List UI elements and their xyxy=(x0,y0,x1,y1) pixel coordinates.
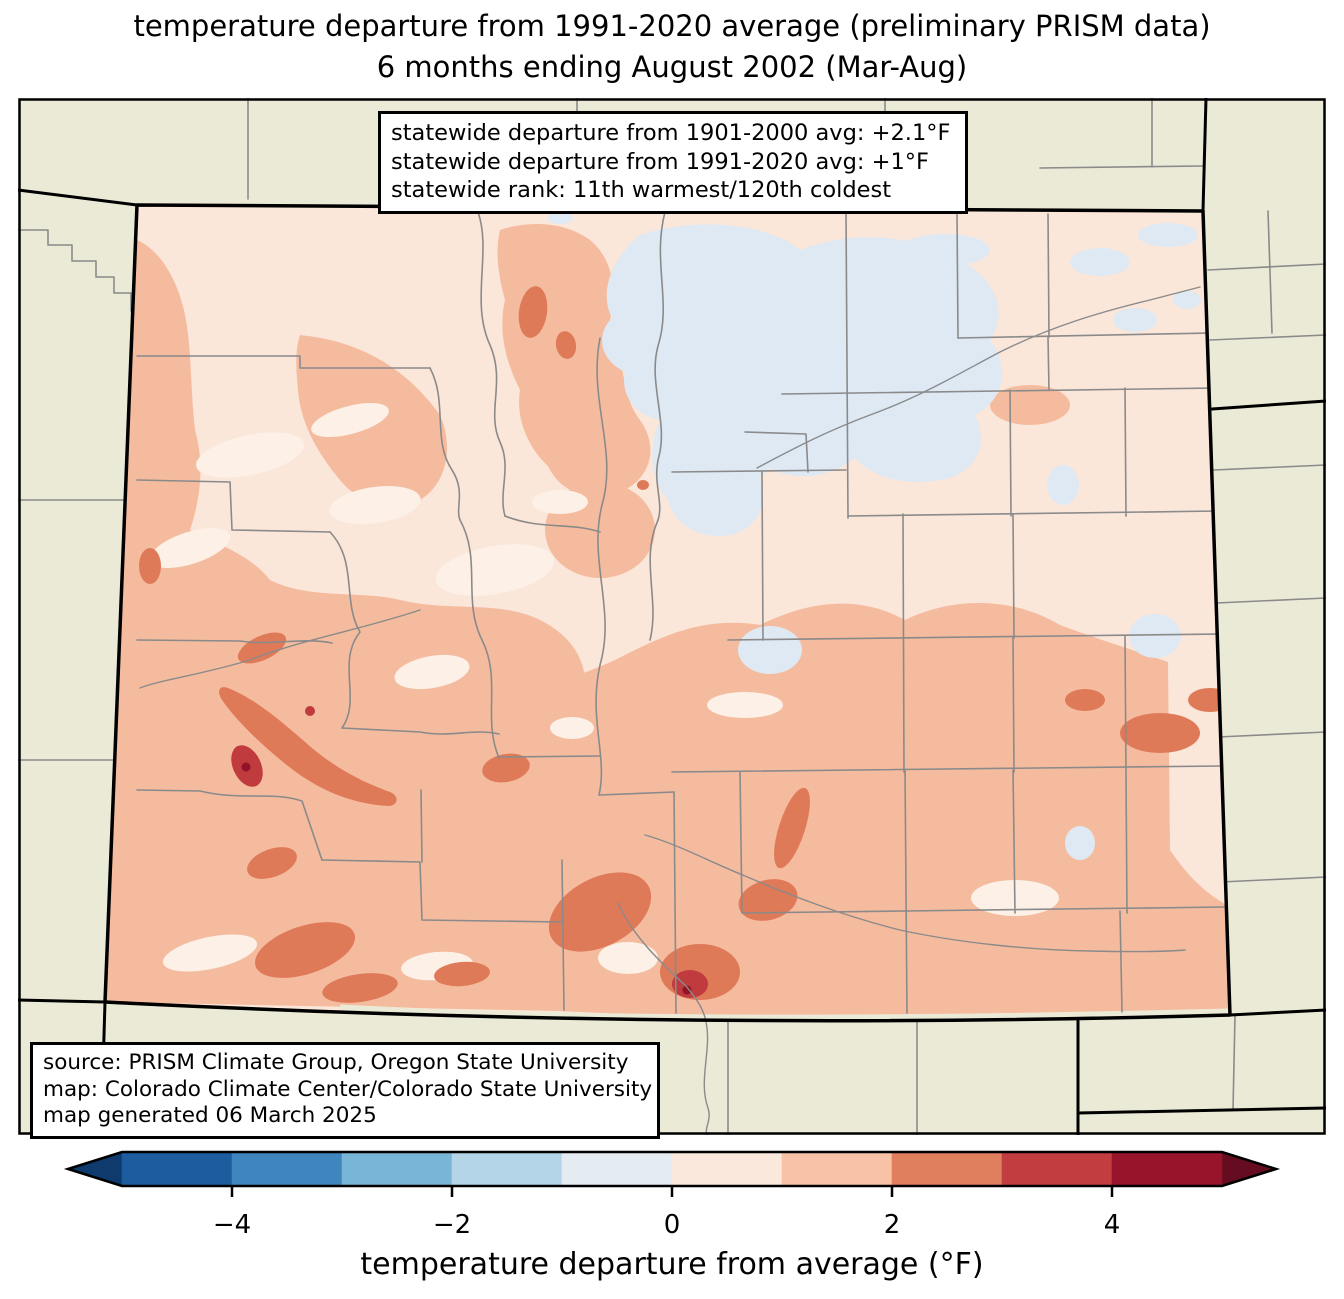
rio-grande-river-nm xyxy=(703,1021,710,1135)
colorbar-over-arrow xyxy=(1222,1152,1276,1186)
neighbor-state-borders xyxy=(18,98,1326,1135)
colorado-river xyxy=(139,609,421,689)
arkansas-river xyxy=(644,834,1186,953)
colorado-fill-layers xyxy=(105,205,1230,1021)
colorbar-tick-labels: −4 −2 0 2 4 xyxy=(213,1210,1120,1240)
colorbar-segment xyxy=(891,1152,1003,1186)
title-line-1: temperature departure from 1991-2020 ave… xyxy=(133,9,1211,43)
anomaly-bin-2-3-blobs xyxy=(139,286,1230,1003)
stats-line-1: statewide departure from 1901-2000 avg: … xyxy=(391,120,951,146)
source-attribution-box: source: PRISM Climate Group, Oregon Stat… xyxy=(30,1042,660,1139)
source-line-1: source: PRISM Climate Group, Oregon Stat… xyxy=(43,1050,629,1075)
source-line-2: map: Colorado Climate Center/Colorado St… xyxy=(43,1076,653,1102)
colorbar-tick-label: 0 xyxy=(664,1210,681,1240)
colorbar-segment xyxy=(1001,1152,1113,1186)
colorbar-tick-label: −4 xyxy=(213,1210,251,1240)
rio-grande-river xyxy=(617,902,707,1021)
colorbar-tick-label: −2 xyxy=(433,1210,471,1240)
colorbar-segment xyxy=(1111,1152,1223,1186)
colorado-state-border xyxy=(103,203,1232,1023)
colorbar-segment xyxy=(231,1152,343,1186)
colorbar-segment xyxy=(561,1152,673,1186)
south-border-beige-strip xyxy=(339,1004,1229,1021)
south-platte-river xyxy=(756,286,1201,469)
colorbar: −4 −2 0 2 4 temperature departure from avera… xyxy=(63,1150,1281,1282)
colorbar-segment xyxy=(781,1152,893,1186)
colorbar-segments xyxy=(121,1152,1223,1186)
statewide-stats-box: statewide departure from 1901-2000 avg: … xyxy=(378,111,968,214)
colorbar-segment xyxy=(451,1152,563,1186)
title-line-2: 6 months ending August 2002 (Mar-Aug) xyxy=(376,50,968,84)
colorbar-outline xyxy=(63,1150,1281,1188)
stats-line-3: statewide rank: 11th warmest/120th colde… xyxy=(391,177,892,203)
colorbar-axis-label: temperature departure from average (°F) xyxy=(360,1247,983,1282)
stats-line-2: statewide departure from 1991-2020 avg: … xyxy=(391,148,929,175)
figure-title: temperature departure from 1991-2020 ave… xyxy=(0,6,1344,88)
colorbar-segment xyxy=(671,1152,783,1186)
colorbar-under-arrow xyxy=(68,1152,122,1186)
colorbar-tick-label: 2 xyxy=(884,1210,901,1240)
map-panel xyxy=(18,98,1326,1135)
colorbar-tick-label: 4 xyxy=(1104,1210,1121,1240)
colorbar-segment xyxy=(121,1152,233,1186)
colorbar-ticks xyxy=(230,1186,1114,1197)
map-frame-border xyxy=(18,98,1326,1135)
colorado-anomaly-map xyxy=(18,98,1326,1135)
anomaly-bin-neg1-0-patches xyxy=(547,212,1201,860)
colorado-county-lines xyxy=(136,211,1225,1014)
colorbar-extend-arrows xyxy=(68,1152,1276,1186)
colorbar-segment xyxy=(341,1152,453,1186)
source-line-3: map generated 06 March 2025 xyxy=(43,1103,377,1128)
colorbar-panel: −4 −2 0 2 4 temperature departure from avera… xyxy=(0,1140,1344,1299)
anomaly-near-zero-pockets xyxy=(149,402,1059,981)
rivers xyxy=(139,286,1201,1021)
anomaly-bin-4-5-specks xyxy=(241,762,692,995)
